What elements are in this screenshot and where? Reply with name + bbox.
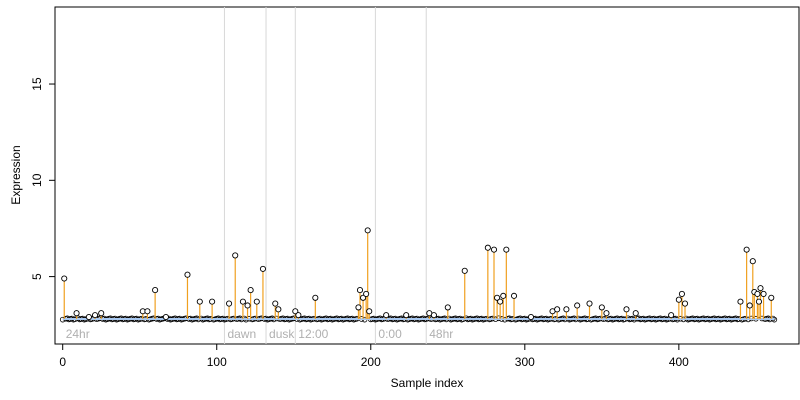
data-point [574,302,581,309]
plot-frame [54,6,800,345]
data-point [209,298,216,305]
region-label: 12:00 [298,327,328,341]
data-point [497,298,504,305]
data-point [196,298,203,305]
data-point [247,287,254,294]
data-point [746,302,753,309]
x-tick-label: 400 [669,355,689,369]
data-points [61,227,775,321]
region-label: dusk [269,327,295,341]
data-point [743,246,750,253]
region-label: 24hr [66,327,90,341]
data-point [678,290,685,297]
data-point [757,285,764,292]
region-label: dawn [227,327,256,341]
data-point [563,306,570,313]
data-point [295,312,302,319]
data-point [356,287,364,294]
region-label: 48hr [429,327,453,341]
data-point [430,312,437,319]
data-point [760,290,767,297]
data-point [292,308,299,315]
data-point [675,296,682,303]
data-point [754,290,761,297]
data-point [500,292,507,299]
region-label: 0:00 [378,327,402,341]
y-axis-title: Expression [9,145,23,204]
stems [63,230,772,319]
data-point [444,304,451,311]
data-point [484,244,491,251]
y-tick-label: 15 [30,77,44,91]
data-point [554,306,561,313]
data-point [275,306,282,313]
region-separators [223,7,427,344]
data-point [366,308,373,315]
data-point [623,306,630,313]
data-point [61,275,68,282]
data-point [490,246,498,253]
data-point [226,300,233,307]
data-point [85,313,92,321]
data-point [403,312,410,319]
data-point [603,310,610,317]
data-point [91,312,99,319]
data-point [510,292,518,299]
y-axis: 5 10 15 [30,77,55,280]
data-point [768,294,775,301]
data-point [527,313,535,321]
data-point [152,287,159,294]
data-point [598,304,605,311]
data-point [232,252,239,259]
region-labels: 24hr dawn dusk 12:00 0:00 48hr [66,327,454,341]
data-point [494,294,501,301]
data-point [363,290,370,297]
x-axis-title: Sample index [391,376,464,390]
data-point [681,300,689,307]
x-tick-label: 200 [361,355,381,369]
data-point [253,298,260,305]
x-tick-label: 300 [515,355,535,369]
x-axis: 0 100 200 300 400 [59,344,689,369]
x-tick-label: 0 [59,355,66,369]
x-tick-label: 100 [207,355,227,369]
data-point [184,271,191,278]
data-point [162,313,169,321]
data-point [755,298,763,305]
data-point [312,294,319,301]
data-point [586,300,593,307]
y-tick-label: 5 [30,273,44,280]
data-point [239,298,246,305]
data-point [632,310,639,317]
data-point [98,310,105,317]
data-point [272,300,279,307]
data-point [360,294,367,301]
data-point [259,265,267,272]
data-point [355,304,362,311]
data-point [461,267,468,274]
data-point [244,302,251,309]
y-tick-label: 10 [30,173,44,187]
data-point [364,227,371,234]
data-point [144,308,151,315]
data-point [668,312,675,319]
data-point [749,258,756,265]
data-point [73,310,80,317]
data-point [383,312,390,319]
data-point [737,298,744,305]
data-point [503,246,510,253]
